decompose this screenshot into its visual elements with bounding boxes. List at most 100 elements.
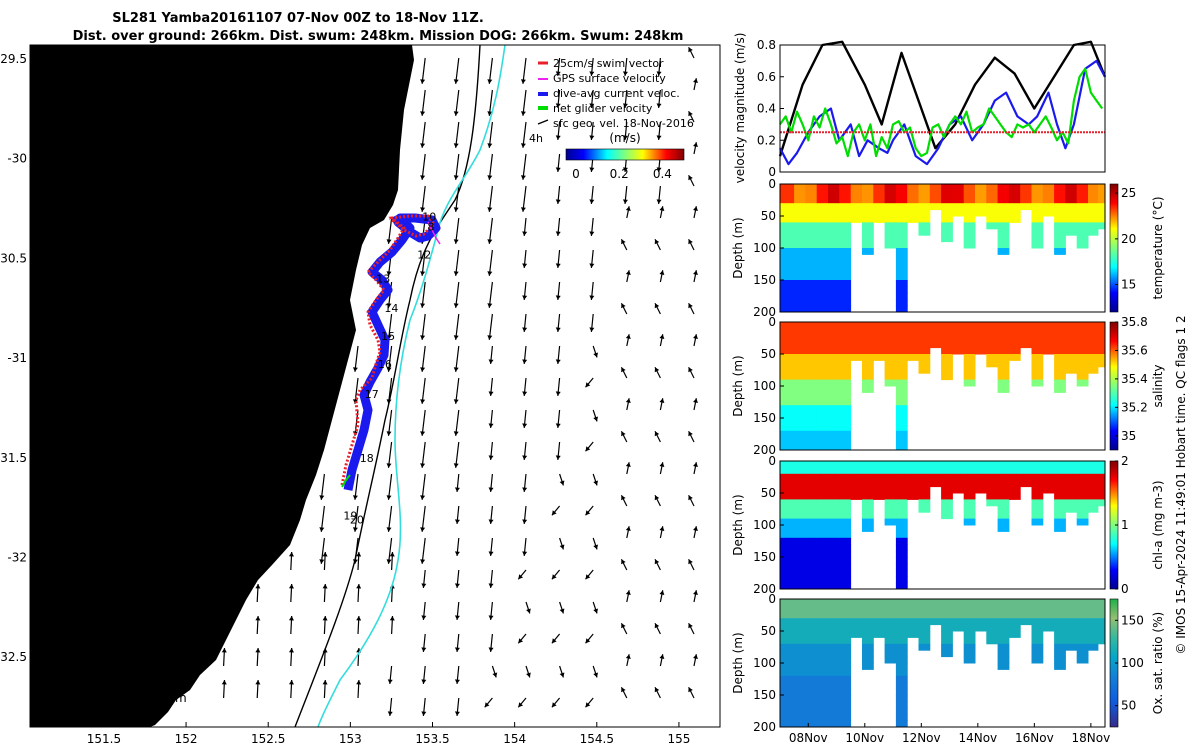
section-cell (918, 631, 931, 638)
section-cell (862, 618, 874, 626)
section-cell (1065, 624, 1078, 632)
section-cell (941, 203, 953, 211)
section-cell (816, 707, 829, 715)
colorbar-label: Ox. sat. ratio (%) (1151, 612, 1165, 714)
section-cell (1097, 222, 1106, 230)
section-cell (839, 631, 852, 638)
section-cell (895, 486, 908, 494)
section-cell (997, 486, 1010, 494)
map-xtick-label: 153.5 (415, 732, 449, 746)
section-cell (975, 190, 987, 198)
section-cell (1008, 467, 1021, 475)
section-cell (1042, 467, 1055, 475)
section-cell (1065, 360, 1078, 368)
section-cell (895, 354, 908, 361)
section-cell (1065, 605, 1078, 613)
section-cell (1042, 611, 1055, 619)
section-cell (918, 203, 931, 211)
velocity-arrow-head (386, 239, 392, 244)
section-cell (839, 682, 852, 690)
section-cell (1031, 334, 1044, 342)
section-cell (884, 235, 897, 243)
section-cell (850, 631, 863, 638)
section-cell (975, 467, 987, 475)
depth-tick-label: 50 (761, 624, 776, 638)
velocity-arrow-head (555, 71, 561, 76)
section-cell (828, 437, 840, 445)
section-cell (1020, 618, 1032, 626)
velocity-arrow-head (356, 616, 362, 621)
section-cell (986, 196, 999, 204)
section-cell (941, 467, 953, 475)
section-cell (816, 437, 829, 445)
depth-ylabel: Depth (m) (731, 632, 745, 693)
section-cell (1031, 379, 1044, 387)
section-cell (805, 557, 818, 564)
section-cell (975, 486, 987, 494)
section-cell (918, 473, 931, 481)
velocity-ytick-label: 0.2 (757, 133, 776, 147)
section-cell (895, 267, 908, 275)
section-cell (1088, 354, 1099, 361)
velocity-arrow-head (659, 654, 665, 659)
section-cell (816, 386, 829, 393)
velocity-arrow-head (488, 359, 494, 364)
section-cell (816, 328, 829, 336)
section-cell (1076, 650, 1089, 658)
section-cell (975, 599, 987, 606)
glider-track (340, 213, 441, 491)
section-cell (1042, 322, 1055, 329)
section-cell (997, 473, 1010, 481)
section-cell (839, 373, 852, 381)
section-cell (997, 216, 1010, 223)
section-cell (895, 286, 908, 294)
section-cell (805, 248, 818, 255)
section-cell (1020, 203, 1032, 211)
section-cell (1097, 347, 1106, 355)
map-xtick-label: 151.5 (87, 732, 121, 746)
section-cell (1054, 379, 1066, 387)
velocity-arrow-head (559, 480, 565, 486)
section-cell (895, 254, 908, 262)
section-cell (963, 643, 976, 651)
section-cell (816, 611, 829, 619)
section-cell (816, 531, 829, 539)
section-cell (895, 373, 908, 381)
velocity-arrow-head (421, 615, 427, 620)
colorbar-tick-label: 35.8 (1121, 315, 1148, 329)
section-cell (839, 714, 852, 722)
section-cell (1054, 650, 1066, 658)
section-cell (895, 360, 908, 368)
section-cell (895, 241, 908, 249)
section-cell (884, 473, 897, 481)
map-xtick-label: 152 (175, 732, 198, 746)
section-cell (828, 292, 840, 300)
section-cell (780, 430, 795, 438)
section-cell (929, 480, 942, 488)
section-cell (986, 354, 999, 361)
depth-tick-label: 100 (753, 241, 776, 255)
section-cell (929, 473, 942, 481)
section-cell (794, 605, 806, 613)
section-cell (1042, 190, 1055, 198)
section-cell (918, 486, 931, 494)
section-cell (839, 260, 852, 268)
section-cell (986, 499, 999, 507)
section-cell (805, 643, 818, 651)
velocity-arrow-head (522, 487, 528, 492)
section-cell (816, 682, 829, 690)
section-cell (780, 669, 795, 677)
section-cell (805, 235, 818, 243)
section-cell (794, 643, 806, 651)
section-cell (907, 611, 919, 619)
velocity-arrow-head (656, 135, 662, 140)
section-cell (997, 235, 1010, 243)
section-cell (1008, 605, 1021, 613)
isobaths-label: isobaths: 0 200 1000m (48, 691, 187, 705)
section-cell (986, 473, 999, 481)
velocity-arrow-head (420, 367, 426, 372)
section-cell (794, 720, 806, 728)
section-cell (1042, 624, 1055, 632)
velocity-arrow-head (551, 510, 557, 516)
section-cell (816, 366, 829, 374)
